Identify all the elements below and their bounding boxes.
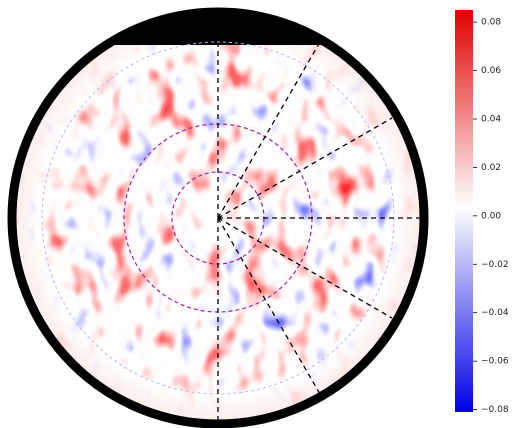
boundary [7, 7, 429, 428]
colorbar-tick-label: −0.08 [481, 405, 509, 415]
sector-lines [217, 41, 420, 420]
colorbar-tick-label: −0.02 [481, 260, 509, 270]
colorbar-tick-label: 0.02 [481, 163, 501, 173]
colorbar [455, 10, 473, 412]
colorbar-tick-label: 0.00 [481, 211, 501, 221]
colorbar-tick-label: −0.04 [481, 308, 509, 318]
colorbar-tick-label: −0.06 [481, 357, 509, 367]
colorbar-tick-label: 0.06 [481, 66, 501, 76]
colorbar-tick-label: 0.04 [481, 114, 501, 124]
colorbar-tick-label: 0.08 [481, 18, 501, 28]
